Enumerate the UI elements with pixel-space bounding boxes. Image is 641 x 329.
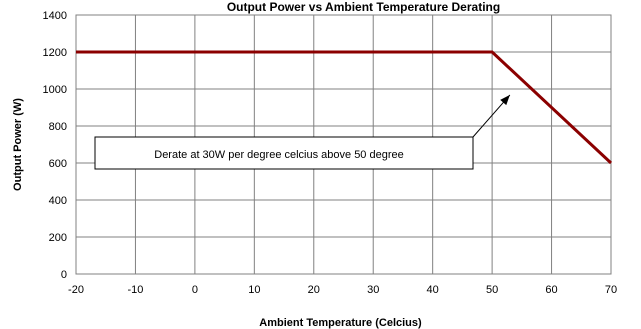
x-tick-label: -20 bbox=[68, 284, 84, 296]
annotation-box bbox=[94, 136, 474, 170]
derating-curve bbox=[76, 50, 613, 165]
chart-title: Output Power vs Ambient Temperature Dera… bbox=[227, 0, 500, 14]
y-tick-label: 1000 bbox=[43, 84, 67, 96]
y-tick-label: 0 bbox=[61, 269, 67, 281]
y-tick-label: 400 bbox=[49, 195, 67, 207]
y-tick-label: 800 bbox=[49, 121, 67, 133]
x-tick-label: 40 bbox=[427, 284, 439, 296]
y-tick-label: 600 bbox=[49, 158, 67, 170]
plot-frame bbox=[75, 14, 612, 275]
annotation-arrowhead bbox=[500, 95, 510, 106]
annotation: Derate at 30W per degree celcius above 5… bbox=[94, 94, 511, 170]
annotation-text: Derate at 30W per degree celcius above 5… bbox=[154, 149, 404, 161]
x-axis-label: Ambient Temperature (Celcius) bbox=[259, 317, 422, 329]
x-tick-label: 0 bbox=[192, 284, 198, 296]
x-tick-label: 50 bbox=[486, 284, 498, 296]
y-tick-label: 1200 bbox=[43, 47, 67, 59]
x-tick-labels: -20 -10 0 10 20 30 40 50 60 70 bbox=[68, 284, 617, 296]
x-tick-label: -10 bbox=[127, 284, 143, 296]
x-tick-label: 30 bbox=[367, 284, 379, 296]
x-tick-label: 60 bbox=[545, 284, 557, 296]
x-tick-label: 10 bbox=[248, 284, 260, 296]
y-tick-labels: 0 200 400 600 800 1000 1200 1400 bbox=[43, 10, 67, 281]
y-axis-label: Output Power (W) bbox=[12, 98, 24, 191]
y-tick-label: 1400 bbox=[43, 10, 67, 22]
x-tick-label: 20 bbox=[308, 284, 320, 296]
y-tick-label: 200 bbox=[49, 232, 67, 244]
x-tick-label: 70 bbox=[605, 284, 617, 296]
